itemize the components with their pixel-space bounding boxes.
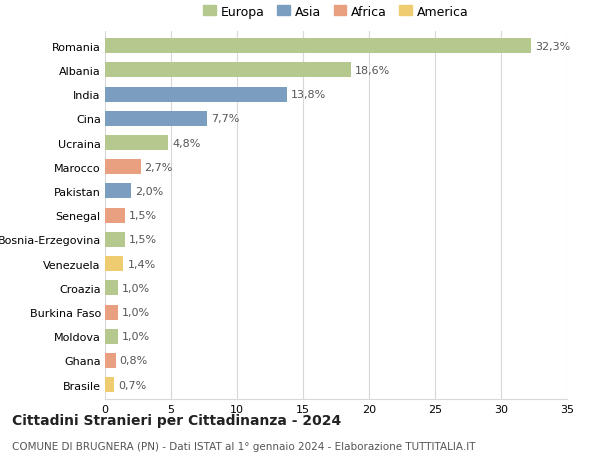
Bar	[105, 39, 532, 54]
Text: 1,0%: 1,0%	[122, 283, 150, 293]
Text: 0,8%: 0,8%	[119, 356, 148, 366]
Text: 1,0%: 1,0%	[122, 331, 150, 341]
Bar	[105, 353, 116, 368]
Bar	[105, 257, 124, 272]
Text: 0,7%: 0,7%	[118, 380, 146, 390]
Text: COMUNE DI BRUGNERA (PN) - Dati ISTAT al 1° gennaio 2024 - Elaborazione TUTTITALI: COMUNE DI BRUGNERA (PN) - Dati ISTAT al …	[12, 441, 476, 451]
Legend: Europa, Asia, Africa, America: Europa, Asia, Africa, America	[203, 6, 469, 18]
Text: 1,0%: 1,0%	[122, 308, 150, 317]
Bar	[105, 377, 114, 392]
Bar	[105, 232, 125, 247]
Bar	[105, 88, 287, 102]
Text: 1,5%: 1,5%	[129, 235, 157, 245]
Text: 18,6%: 18,6%	[355, 66, 390, 76]
Bar	[105, 160, 140, 175]
Text: 7,7%: 7,7%	[211, 114, 239, 124]
Bar	[105, 136, 169, 151]
Text: 1,5%: 1,5%	[129, 211, 157, 221]
Bar	[105, 208, 125, 223]
Text: 1,4%: 1,4%	[127, 259, 155, 269]
Bar	[105, 329, 118, 344]
Text: 2,0%: 2,0%	[136, 186, 164, 196]
Bar	[105, 63, 350, 78]
Bar	[105, 112, 206, 127]
Text: Cittadini Stranieri per Cittadinanza - 2024: Cittadini Stranieri per Cittadinanza - 2…	[12, 413, 341, 427]
Text: 13,8%: 13,8%	[291, 90, 326, 100]
Bar	[105, 281, 118, 296]
Bar	[105, 305, 118, 320]
Text: 2,7%: 2,7%	[145, 162, 173, 173]
Text: 32,3%: 32,3%	[535, 42, 571, 51]
Text: 4,8%: 4,8%	[172, 138, 200, 148]
Bar	[105, 184, 131, 199]
